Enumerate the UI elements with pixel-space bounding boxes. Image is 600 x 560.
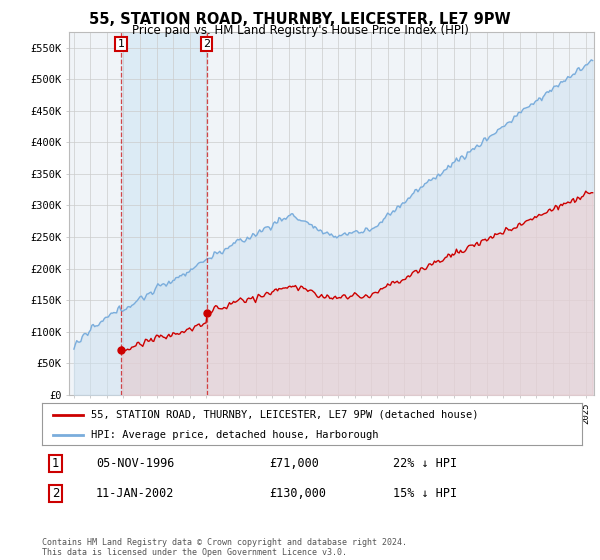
Text: 55, STATION ROAD, THURNBY, LEICESTER, LE7 9PW (detached house): 55, STATION ROAD, THURNBY, LEICESTER, LE… <box>91 410 478 420</box>
Text: 11-JAN-2002: 11-JAN-2002 <box>96 487 175 500</box>
Bar <box>121 32 206 395</box>
Text: 05-NOV-1996: 05-NOV-1996 <box>96 457 175 470</box>
Text: £130,000: £130,000 <box>269 487 326 500</box>
Text: £71,000: £71,000 <box>269 457 319 470</box>
Bar <box>69 32 594 395</box>
Text: 15% ↓ HPI: 15% ↓ HPI <box>393 487 457 500</box>
Text: Price paid vs. HM Land Registry's House Price Index (HPI): Price paid vs. HM Land Registry's House … <box>131 24 469 37</box>
Text: 1: 1 <box>52 457 59 470</box>
Text: 1: 1 <box>118 39 125 49</box>
Text: 22% ↓ HPI: 22% ↓ HPI <box>393 457 457 470</box>
Text: Contains HM Land Registry data © Crown copyright and database right 2024.
This d: Contains HM Land Registry data © Crown c… <box>42 538 407 557</box>
Text: HPI: Average price, detached house, Harborough: HPI: Average price, detached house, Harb… <box>91 430 378 440</box>
Text: 2: 2 <box>203 39 210 49</box>
Text: 55, STATION ROAD, THURNBY, LEICESTER, LE7 9PW: 55, STATION ROAD, THURNBY, LEICESTER, LE… <box>89 12 511 27</box>
Text: 2: 2 <box>52 487 59 500</box>
